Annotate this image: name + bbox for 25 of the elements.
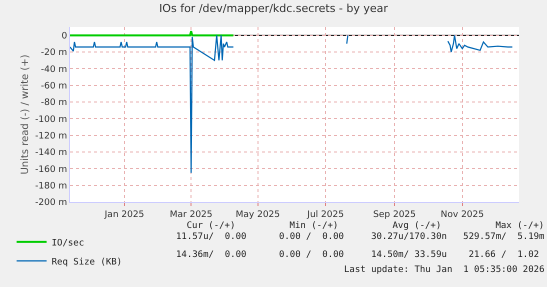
x-tick-label: Sep 2025 [373,210,416,220]
y-tick-label: -60 m [40,81,68,92]
y-tick-label: -40 m [40,64,68,75]
x-tick-label: Mar 2025 [170,210,213,220]
x-tick-label: Jul 2025 [306,210,344,220]
y-tick-label: 0 [61,31,68,42]
legend-label: IO/sec [52,238,84,248]
text: Cur (-/+) Min (-/+) Avg (-/+) Max (-/+) [127,221,544,231]
y-tick-label: -100 m [35,114,68,125]
text: Last update: Thu Jan 1 05:35:00 2026 [344,265,544,275]
y-tick-label: -180 m [35,181,68,192]
y-tick-label: -200 m [35,198,68,208]
y-tick-label: -160 m [35,164,68,175]
y-axis-title: Units read (-) / write (+) [20,54,32,175]
text: 11.57u/ 0.00 0.00 / 0.00 30.27u/170.30n 529.57m/ 5.19m [176,232,544,242]
y-tick-label: -20 m [40,48,68,58]
y-tick-label: -140 m [35,148,68,158]
chart-title: IOs for /dev/mapper/kdc.secrets - by year [159,2,388,16]
x-tick-label: May 2025 [236,210,280,220]
y-tick-label: -120 m [35,131,68,142]
x-tick-label: Jan 2025 [104,210,144,220]
text: 14.36m/ 0.00 0.00 / 0.00 14.50m/ 33.59u 21.66 / 1.02 [176,250,544,260]
y-tick-label: -80 m [40,98,68,108]
x-tick-label: Nov 2025 [440,210,484,220]
legend-label: Req Size (KB) [52,257,122,268]
